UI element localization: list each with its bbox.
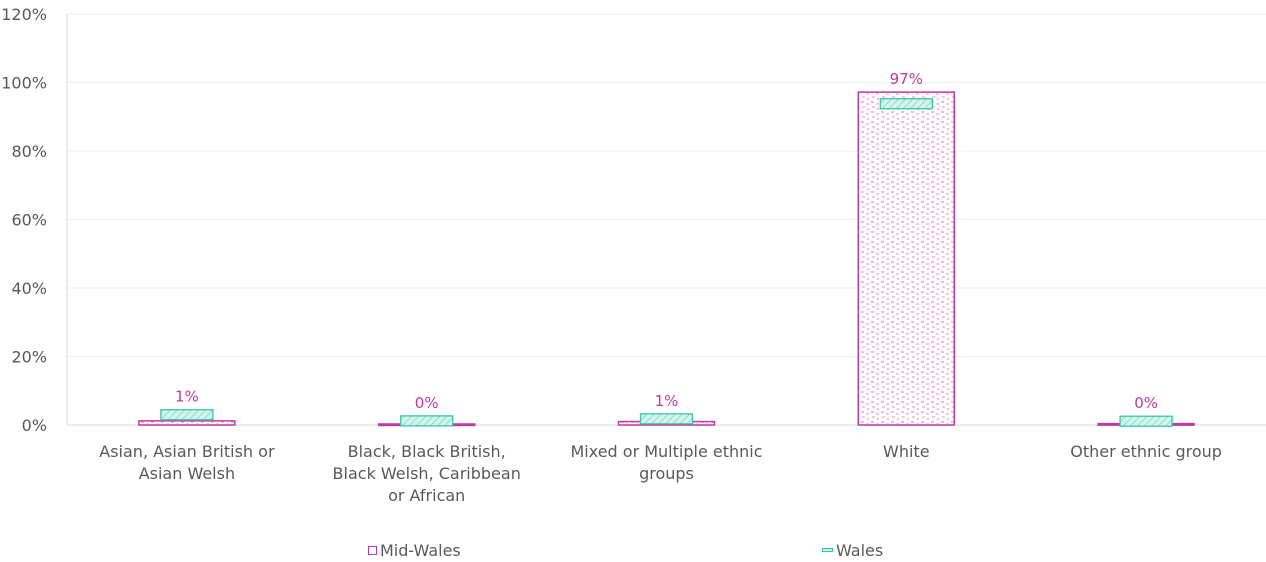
y-tick-label: 20% <box>11 348 47 367</box>
y-tick-label: 80% <box>11 142 47 161</box>
gridlines <box>67 13 1266 357</box>
bar-mid-wales <box>857 91 956 426</box>
legend-label-mid-wales: Mid-Wales <box>380 540 461 560</box>
y-tick-label: 120% <box>1 5 47 24</box>
marker-wales <box>879 98 933 110</box>
legend-swatch-wales <box>822 548 833 552</box>
y-tick-label: 0% <box>22 416 47 435</box>
x-category-label: or African <box>388 486 465 505</box>
series-bars <box>138 91 1195 427</box>
legend-swatch-mid-wales <box>368 545 377 555</box>
marker-wales <box>160 409 214 421</box>
data-label-mid-wales: 1% <box>175 388 199 406</box>
marker-wales <box>1119 415 1173 427</box>
x-category-label: Black, Black British, <box>348 442 506 461</box>
x-category-label: White <box>883 442 930 461</box>
data-label-mid-wales: 0% <box>1134 394 1158 412</box>
x-category-label: Black Welsh, Caribbean <box>333 464 521 483</box>
data-label-mid-wales: 1% <box>655 392 679 410</box>
legend-label-wales: Wales <box>836 540 884 560</box>
labels: 0% 20% 40% 60% 80% 100% 120% 1% Asian, Asian Bri… <box>1 5 1222 505</box>
legend-item-mid-wales: Mid-Wales <box>368 540 461 560</box>
y-tick-label: 100% <box>1 74 47 93</box>
x-category-label: Other ethnic group <box>1070 442 1222 461</box>
marker-wales <box>639 413 694 425</box>
y-tick-label: 60% <box>11 211 47 230</box>
x-category-label: Asian Welsh <box>139 464 235 483</box>
y-tick-label: 40% <box>11 279 47 298</box>
x-category-label: Asian, Asian British or <box>99 442 275 461</box>
marker-wales <box>400 415 454 427</box>
data-label-mid-wales: 0% <box>415 394 439 412</box>
data-label-mid-wales: 97% <box>890 70 923 88</box>
bar-mid-wales <box>138 420 236 426</box>
x-category-label: groups <box>639 464 694 483</box>
x-category-label: Mixed or Multiple ethnic <box>570 442 762 461</box>
legend-item-wales: Wales <box>822 540 883 560</box>
